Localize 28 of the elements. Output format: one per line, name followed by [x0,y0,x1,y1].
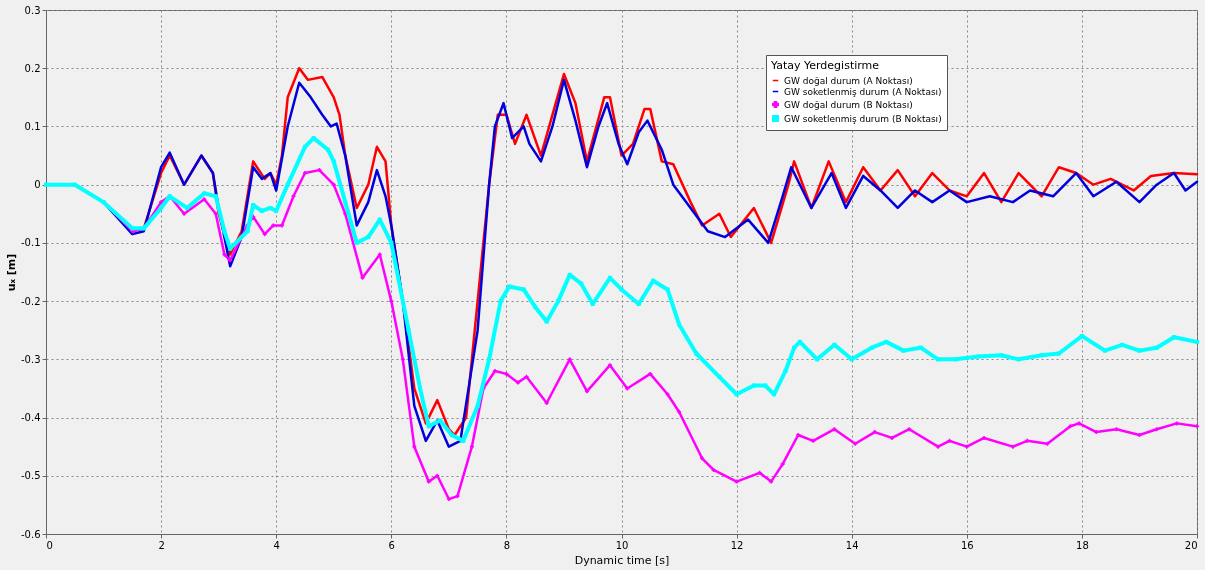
legend-label: GW doğal durum (B Noktası) [784,99,913,110]
x-tick-label: 6 [388,539,395,551]
x-tick-label: 0 [46,539,53,551]
legend-label: GW soketlenmiş durum (A Noktası) [784,86,942,97]
y-tick-label: 0.2 [24,62,41,74]
x-tick-label: 8 [503,539,511,551]
y-tick-label: -0.1 [20,237,41,249]
y-tick-label: -0.6 [20,528,41,540]
y-tick-label: 0.1 [24,120,41,132]
x-tick-label: 2 [158,539,165,551]
x-tick-label: 4 [273,539,280,551]
y-tick-label: -0.5 [20,470,41,482]
legend-title: Yatay Yerdegistirme [770,59,880,72]
y-tick-label: -0.2 [20,295,41,307]
y-tick-label: -0.4 [20,412,41,424]
x-tick-label: 12 [730,539,744,551]
legend-label: GW doğal durum (A Noktası) [784,75,913,86]
y-tick-label: 0.3 [24,4,41,16]
x-tick-label: 16 [960,539,974,551]
y-tick-label: 0 [34,179,41,191]
x-tick-label: 18 [1076,539,1089,551]
x-axis-title: Dynamic time [s] [574,553,670,567]
legend-label: GW soketlenmiş durum (B Noktası) [784,113,942,124]
y-tick-label: -0.3 [20,353,41,365]
x-tick-label: 20 [1184,539,1198,551]
y-axis-title: uₓ [m] [4,253,18,292]
x-tick-label: 10 [615,539,629,551]
x-tick-label: 14 [845,539,859,551]
